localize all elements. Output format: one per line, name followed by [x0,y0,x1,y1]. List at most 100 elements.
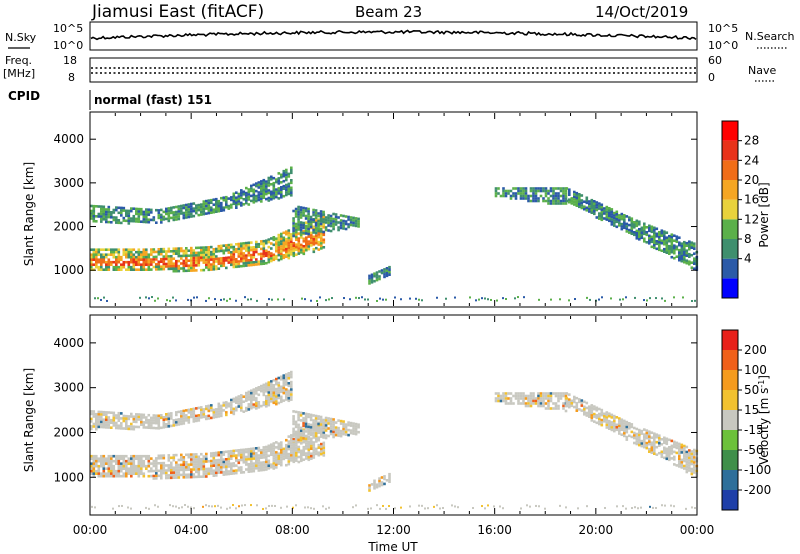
freq-panel-frame [89,57,698,83]
velocity-cell [295,454,298,457]
velocity-cell [207,407,211,410]
velocity-cell [142,454,146,458]
power-cell [494,189,498,193]
velocity-cell [295,456,298,460]
velocity-cell [509,402,513,405]
velocity-cell [507,397,510,400]
power-cell [247,246,251,250]
power-cell [127,222,131,225]
power-cell [160,221,163,224]
velocity-cell [102,472,106,475]
power-cell [190,266,193,270]
power-cell [200,256,203,259]
power-cell [205,212,208,215]
velocity-cell [297,460,301,464]
power-cell [202,261,206,264]
velocity-cell [559,394,563,398]
power-cell [256,299,258,302]
velocity-cell [593,420,596,423]
power-cell [304,298,306,301]
velocity-cell [334,433,338,437]
power-cell [105,213,108,216]
power-cell [110,250,113,254]
velocity-cell [280,441,283,444]
power-cell [517,189,520,193]
power-cell [190,207,193,211]
velocity-cell [137,462,141,465]
velocity-cell [517,394,520,398]
velocity-cell [197,416,201,420]
power-cell [242,259,246,263]
power-cell [287,229,291,232]
velocity-cell [162,456,166,460]
power-cell [628,218,631,222]
velocity-cell [300,457,303,460]
power-cell [578,195,581,199]
power-cell [125,214,128,218]
velocity-ytick-label: 1000 [53,470,84,484]
velocity-cell [332,420,335,424]
power-cell [373,272,376,275]
power-cell [683,260,686,264]
velocity-cell [220,468,223,472]
velocity-cell [329,427,333,431]
velocity-cell [304,437,308,441]
velocity-cell [665,450,669,453]
velocity-cell [267,398,271,402]
power-cell [227,261,231,264]
velocity-cell [277,452,281,455]
velocity-cell [547,402,550,405]
power-cell [522,187,525,190]
velocity-cell [307,428,310,431]
power-cell [150,250,153,254]
power-cell [260,247,263,251]
velocity-cell [110,469,113,473]
velocity-cell [544,392,548,395]
power-cell [102,215,106,219]
velocity-cell [97,423,101,426]
velocity-cell [100,464,103,468]
velocity-cell [280,398,283,401]
velocity-cell [117,474,121,478]
velocity-cell [195,460,198,464]
velocity-cell [265,465,268,469]
velocity-cell [232,469,236,473]
velocity-cell [117,454,121,458]
power-cell [262,191,266,194]
velocity-cell [252,405,256,409]
power-cell [549,187,553,190]
velocity-cell [297,455,301,459]
velocity-cell [255,454,258,458]
power-cell [305,221,308,224]
power-cell [678,256,681,259]
velocity-cell [650,441,654,444]
velocity-cell [337,419,340,422]
power-cell [295,238,298,241]
power-cell [640,236,644,240]
power-cell [122,260,126,264]
power-cell [135,212,138,216]
power-cell [534,194,538,198]
power-cell [100,263,103,266]
velocity-cell [262,391,266,394]
power-cell [304,229,308,233]
velocity-cell [502,392,505,395]
power-cell [267,253,271,256]
power-cell [658,248,661,252]
power-cell [152,260,156,264]
velocity-cell [297,436,300,439]
velocity-cell [232,454,236,458]
velocity-cell [140,423,143,426]
power-colorbar-swatch [722,160,738,180]
velocity-cell [295,451,298,455]
velocity-cell [527,404,530,408]
power-cell [207,201,211,205]
power-cell [102,208,106,211]
velocity-cell [265,385,268,388]
power-cell [314,216,318,220]
velocity-cell [267,388,271,392]
power-cell [640,226,644,230]
power-cell [532,192,535,195]
power-cell [97,268,101,271]
power-cell [175,213,178,216]
